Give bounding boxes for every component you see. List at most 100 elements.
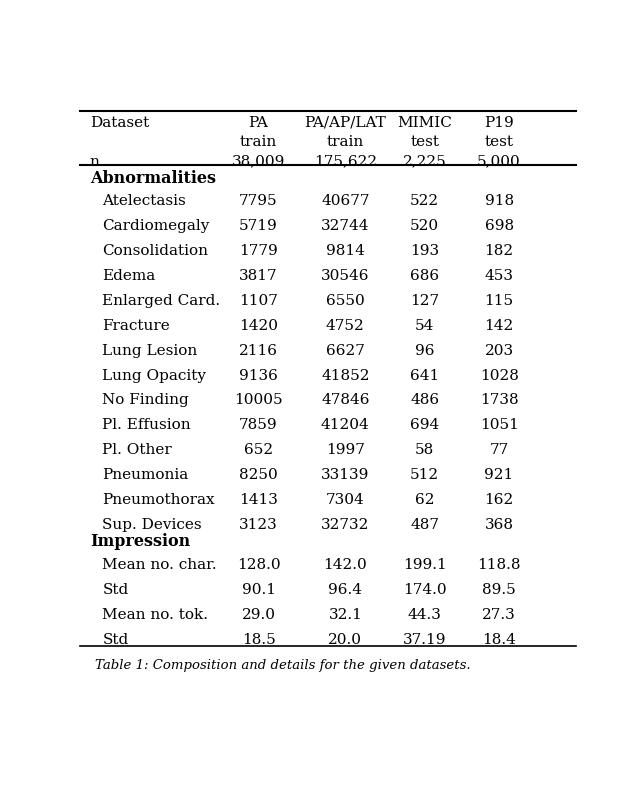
Text: 6550: 6550 bbox=[326, 294, 365, 308]
Text: Pl. Effusion: Pl. Effusion bbox=[102, 418, 191, 433]
Text: Pl. Other: Pl. Other bbox=[102, 443, 172, 457]
Text: 193: 193 bbox=[410, 244, 439, 258]
Text: 96: 96 bbox=[415, 344, 435, 358]
Text: 32732: 32732 bbox=[321, 518, 369, 532]
Text: test: test bbox=[484, 136, 514, 149]
Text: 1107: 1107 bbox=[239, 294, 278, 308]
Text: 18.5: 18.5 bbox=[242, 633, 275, 647]
Text: Dataset: Dataset bbox=[90, 116, 149, 130]
Text: 27.3: 27.3 bbox=[483, 608, 516, 622]
Text: Pneumothorax: Pneumothorax bbox=[102, 493, 215, 507]
Text: 698: 698 bbox=[484, 219, 514, 233]
Text: 127: 127 bbox=[410, 294, 439, 308]
Text: 203: 203 bbox=[484, 344, 514, 358]
Text: 3817: 3817 bbox=[239, 269, 278, 283]
Text: n: n bbox=[90, 154, 100, 169]
Text: Table 1: Composition and details for the given datasets.: Table 1: Composition and details for the… bbox=[95, 660, 470, 672]
Text: 90.1: 90.1 bbox=[241, 583, 276, 597]
Text: 44.3: 44.3 bbox=[408, 608, 442, 622]
Text: 5719: 5719 bbox=[239, 219, 278, 233]
Text: 512: 512 bbox=[410, 468, 439, 482]
Text: 128.0: 128.0 bbox=[237, 558, 280, 572]
Text: 918: 918 bbox=[484, 195, 514, 208]
Text: Atelectasis: Atelectasis bbox=[102, 195, 186, 208]
Text: 368: 368 bbox=[484, 518, 514, 532]
Text: 3123: 3123 bbox=[239, 518, 278, 532]
Text: PA: PA bbox=[248, 116, 269, 130]
Text: 486: 486 bbox=[410, 393, 439, 407]
Text: Impression: Impression bbox=[90, 533, 190, 550]
Text: 522: 522 bbox=[410, 195, 439, 208]
Text: 29.0: 29.0 bbox=[241, 608, 276, 622]
Text: 33139: 33139 bbox=[321, 468, 369, 482]
Text: 686: 686 bbox=[410, 269, 439, 283]
Text: 40677: 40677 bbox=[321, 195, 370, 208]
Text: 118.8: 118.8 bbox=[477, 558, 521, 572]
Text: train: train bbox=[240, 136, 277, 149]
Text: Mean no. tok.: Mean no. tok. bbox=[102, 608, 209, 622]
Text: test: test bbox=[410, 136, 439, 149]
Text: 1997: 1997 bbox=[326, 443, 365, 457]
Text: 47846: 47846 bbox=[321, 393, 370, 407]
Text: 54: 54 bbox=[415, 319, 435, 333]
Text: 18.4: 18.4 bbox=[482, 633, 516, 647]
Text: 32.1: 32.1 bbox=[328, 608, 362, 622]
Text: 694: 694 bbox=[410, 418, 439, 433]
Text: P19: P19 bbox=[484, 116, 514, 130]
Text: 9814: 9814 bbox=[326, 244, 365, 258]
Text: PA/AP/LAT: PA/AP/LAT bbox=[305, 116, 386, 130]
Text: Fracture: Fracture bbox=[102, 319, 170, 333]
Text: Mean no. char.: Mean no. char. bbox=[102, 558, 217, 572]
Text: 921: 921 bbox=[484, 468, 514, 482]
Text: Lung Opacity: Lung Opacity bbox=[102, 369, 206, 382]
Text: 32744: 32744 bbox=[321, 219, 370, 233]
Text: 1051: 1051 bbox=[480, 418, 518, 433]
Text: 453: 453 bbox=[484, 269, 514, 283]
Text: 1028: 1028 bbox=[480, 369, 518, 382]
Text: 38,009: 38,009 bbox=[232, 154, 285, 169]
Text: 77: 77 bbox=[490, 443, 509, 457]
Text: 174.0: 174.0 bbox=[403, 583, 447, 597]
Text: 41852: 41852 bbox=[321, 369, 370, 382]
Text: 20.0: 20.0 bbox=[328, 633, 362, 647]
Text: 37.19: 37.19 bbox=[403, 633, 447, 647]
Text: 9136: 9136 bbox=[239, 369, 278, 382]
Text: 1420: 1420 bbox=[239, 319, 278, 333]
Text: Std: Std bbox=[102, 633, 129, 647]
Text: 7304: 7304 bbox=[326, 493, 365, 507]
Text: Lung Lesion: Lung Lesion bbox=[102, 344, 198, 358]
Text: No Finding: No Finding bbox=[102, 393, 189, 407]
Text: Std: Std bbox=[102, 583, 129, 597]
Text: 1738: 1738 bbox=[480, 393, 518, 407]
Text: 89.5: 89.5 bbox=[483, 583, 516, 597]
Text: 4752: 4752 bbox=[326, 319, 365, 333]
Text: 7795: 7795 bbox=[239, 195, 278, 208]
Text: 5,000: 5,000 bbox=[477, 154, 521, 169]
Text: Consolidation: Consolidation bbox=[102, 244, 209, 258]
Text: Pneumonia: Pneumonia bbox=[102, 468, 189, 482]
Text: 199.1: 199.1 bbox=[403, 558, 447, 572]
Text: 175,622: 175,622 bbox=[314, 154, 377, 169]
Text: 162: 162 bbox=[484, 493, 514, 507]
Text: Sup. Devices: Sup. Devices bbox=[102, 518, 202, 532]
Text: 58: 58 bbox=[415, 443, 435, 457]
Text: 641: 641 bbox=[410, 369, 439, 382]
Text: MIMIC: MIMIC bbox=[397, 116, 452, 130]
Text: Cardiomegaly: Cardiomegaly bbox=[102, 219, 210, 233]
Text: 8250: 8250 bbox=[239, 468, 278, 482]
Text: 1413: 1413 bbox=[239, 493, 278, 507]
Text: 7859: 7859 bbox=[239, 418, 278, 433]
Text: 62: 62 bbox=[415, 493, 435, 507]
Text: Enlarged Card.: Enlarged Card. bbox=[102, 294, 220, 308]
Text: 6627: 6627 bbox=[326, 344, 365, 358]
Text: 96.4: 96.4 bbox=[328, 583, 362, 597]
Text: 487: 487 bbox=[410, 518, 439, 532]
Text: 2116: 2116 bbox=[239, 344, 278, 358]
Text: 182: 182 bbox=[484, 244, 514, 258]
Text: 142: 142 bbox=[484, 319, 514, 333]
Text: 142.0: 142.0 bbox=[323, 558, 367, 572]
Text: 520: 520 bbox=[410, 219, 439, 233]
Text: 41204: 41204 bbox=[321, 418, 370, 433]
Text: 10005: 10005 bbox=[234, 393, 283, 407]
Text: train: train bbox=[327, 136, 364, 149]
